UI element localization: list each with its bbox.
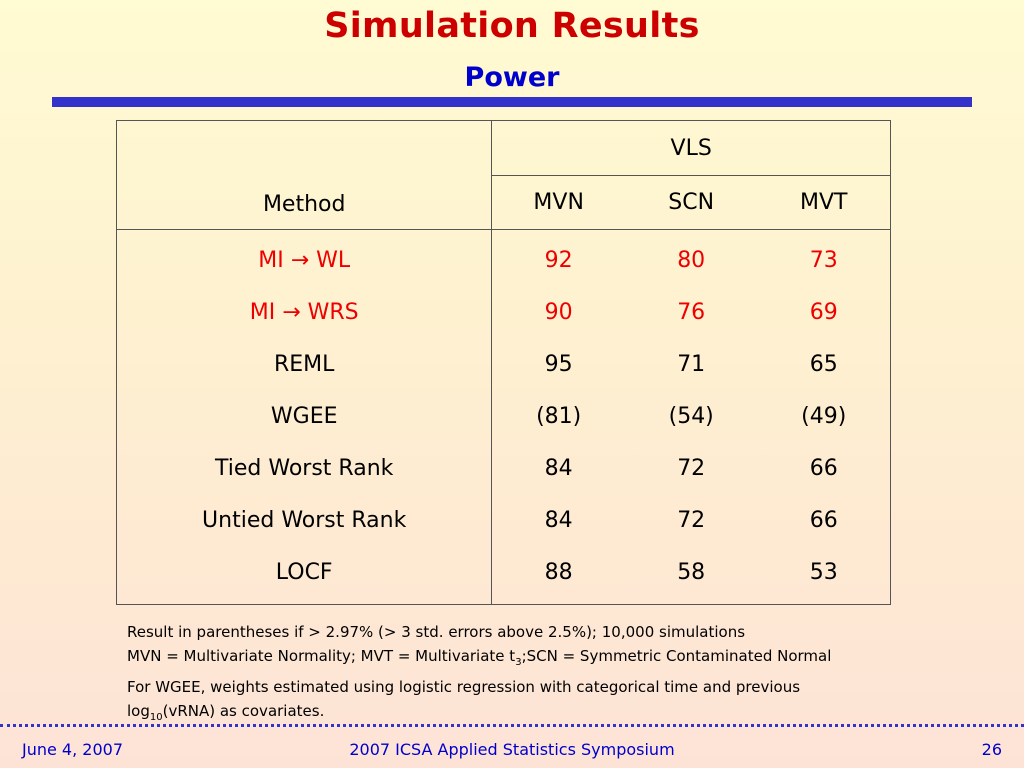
method-cell: WGEE — [116, 390, 493, 442]
method-header: Method — [116, 120, 493, 230]
column-header-scn: SCN — [624, 175, 758, 230]
mvn-cell: 92 — [544, 247, 573, 273]
footnote-abbreviations: MVN = Multivariate Normality; MVT = Mult… — [127, 647, 832, 668]
footnote-significance: Result in parentheses if > 2.97% (> 3 st… — [127, 623, 746, 641]
mvt-cell: 69 — [809, 299, 838, 325]
mvt-cell: 66 — [809, 507, 838, 533]
slide-title: Simulation Results — [324, 6, 700, 46]
table-row: Tied Worst Rank 84 72 66 — [116, 442, 891, 494]
footer-date: June 4, 2007 — [22, 740, 123, 759]
table-row: MI → WL 92 80 73 — [116, 229, 891, 286]
slide-subtitle: Power — [464, 62, 560, 93]
footnote-wgee-cont: log10(vRNA) as covariates. — [127, 702, 325, 723]
column-header-mvn: MVN — [491, 175, 625, 230]
table-header-row: MVN SCN MVT — [117, 175, 891, 230]
method-cell: Untied Worst Rank — [116, 494, 493, 546]
mvt-cell: 53 — [809, 559, 838, 585]
scn-cell: 72 — [677, 455, 706, 481]
table-row: REML 95 71 65 — [116, 338, 891, 390]
method-cell: LOCF — [116, 546, 493, 605]
method-cell: MI → WL — [116, 229, 493, 286]
footnotes: Result in parentheses if > 2.97% (> 3 st… — [127, 620, 927, 730]
scn-cell: 71 — [677, 351, 706, 377]
mvt-cell: (49) — [801, 403, 847, 429]
method-cell: MI → WRS — [116, 286, 493, 338]
results-table: Method VLS MVN SCN MVT MI → WL 92 80 73 … — [116, 120, 891, 605]
mvn-cell: 84 — [544, 507, 573, 533]
table-header-row-group: Method VLS — [116, 120, 891, 230]
scn-cell: 80 — [677, 247, 706, 273]
method-cell: Tied Worst Rank — [116, 442, 493, 494]
mvn-cell: 88 — [544, 559, 573, 585]
mvt-cell: 66 — [809, 455, 838, 481]
mvt-cell: 65 — [809, 351, 838, 377]
column-header-mvt: MVT — [757, 175, 891, 230]
scn-cell: 58 — [677, 559, 706, 585]
scn-cell: 72 — [677, 507, 706, 533]
table-row: Untied Worst Rank 84 72 66 — [116, 494, 891, 546]
method-cell: REML — [116, 338, 493, 390]
page-number: 26 — [981, 740, 1002, 759]
mvn-cell: 84 — [544, 455, 573, 481]
footer-divider — [0, 724, 1024, 727]
table-row: LOCF 88 58 53 — [116, 546, 891, 605]
scn-cell: 76 — [677, 299, 706, 325]
footnote-wgee: For WGEE, weights estimated using logist… — [127, 678, 801, 696]
vls-group-header: VLS — [491, 120, 891, 176]
table-row: MI → WRS 90 76 69 — [116, 286, 891, 338]
title-divider — [52, 97, 972, 107]
mvn-cell: 90 — [544, 299, 573, 325]
table-row: WGEE (81) (54) (49) — [116, 390, 891, 442]
mvn-cell: (81) — [536, 403, 582, 429]
footer-event: 2007 ICSA Applied Statistics Symposium — [349, 740, 675, 759]
mvt-cell: 73 — [809, 247, 838, 273]
scn-cell: (54) — [668, 403, 714, 429]
mvn-cell: 95 — [544, 351, 573, 377]
